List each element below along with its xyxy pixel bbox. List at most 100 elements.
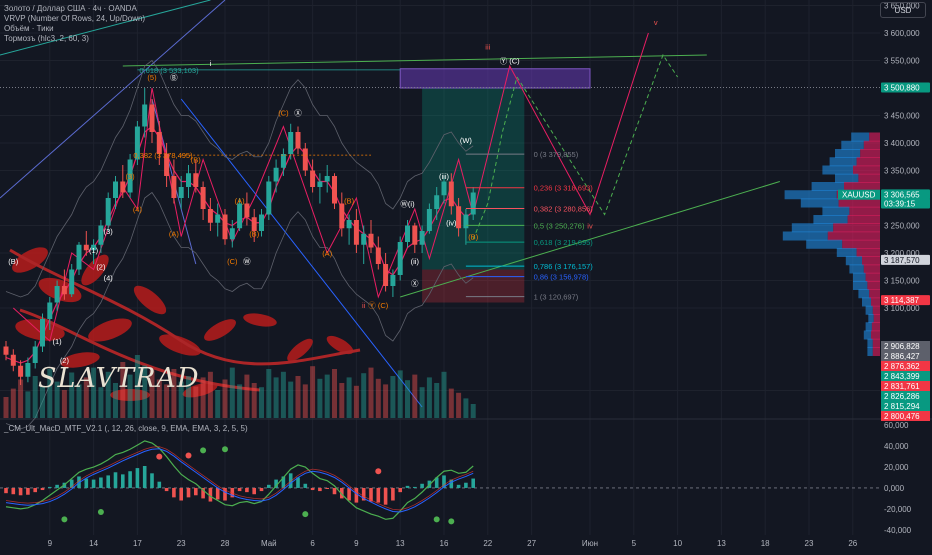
ornament-petal [38,277,82,303]
price-tick-label: 3 400,000 [884,139,920,148]
profile-down [842,239,880,249]
fib-label: 0,382 (3 378,495) [133,151,193,160]
wave-label: (B) [8,257,19,266]
profile-up [862,297,871,307]
macd-histogram-bar [318,487,322,492]
volume-bar [266,369,272,418]
candle-body [448,181,454,207]
macd-histogram-bar [135,468,140,488]
macd-histogram-bar [99,477,103,488]
volume-bar [419,387,425,418]
candle-body [383,264,389,286]
volume-bar [332,369,337,418]
ornament-petal [60,352,100,368]
profile-up [829,157,857,167]
wave-label: (ii) [411,257,420,266]
candle-body [295,132,301,149]
volume-bar [339,383,345,418]
macd-histogram-bar [288,473,293,488]
wave-label: (iv) [446,219,457,228]
band-lower [5,191,474,430]
currency-button[interactable]: USD [880,2,926,18]
macd-histogram-bar [369,487,373,502]
wave-label: (iii) [439,172,449,181]
macd-signal-line [5,448,474,513]
macd-histogram-bar [150,473,154,488]
ornament [9,247,361,401]
macd-legend: _CM_Ult_MacD_MTF_V2.1 (, 12, 26, close, … [4,424,248,433]
macd-cross-dot [433,516,440,523]
ornament-stem [9,248,361,366]
wave-label: Ⓑ [170,73,178,82]
wave-label: (2) [60,356,70,365]
time-tick-label: 18 [761,539,770,548]
price-label-bg [881,254,930,265]
candle-body [149,104,155,132]
lower-price-label: 2 906,828 [884,342,920,351]
profile-down [849,206,880,216]
projection-path [516,53,679,216]
macd-histogram-bar [259,487,264,492]
volume-bar [171,369,177,418]
price-label-bg [881,189,930,200]
macd-cross-dot [200,447,207,454]
candle-body [32,346,38,363]
macd-histogram-bar [413,486,417,488]
volume-bar [353,385,359,418]
volume-bar [302,384,308,418]
lower-label-bg [881,411,930,421]
profile-up [865,322,872,332]
candle-body [470,192,476,215]
fib-label: 0,236 (3 318,693) [534,184,594,193]
macd-histogram-bar [106,475,110,488]
profile-down [856,157,880,167]
macd-histogram-bar [449,479,454,488]
macd-histogram-bar [194,487,198,496]
candle-body [317,181,323,187]
candle-body [25,363,31,377]
wave-label: (B) [344,197,355,206]
macd-histogram-bar [245,487,249,493]
volume-bar [47,369,53,418]
lower-price-label: 2 815,294 [884,402,920,411]
time-tick-label: 13 [396,539,405,548]
candle-body [339,203,345,229]
wave-label: (1) [53,337,63,346]
time-tick-label: 26 [848,539,857,548]
macd-signal-line-alt [5,446,474,511]
volume-bar [113,383,118,418]
price-label: 3 306,565 [884,190,920,199]
profile-down [873,314,880,323]
ornament-petal [88,318,132,342]
volume-bar [76,384,82,418]
wave-label: (W) [460,136,473,145]
profile-down [872,338,880,348]
candle-body [463,214,469,229]
volume-bar [127,374,133,418]
fib-label: 0,786 (3 176,157) [534,262,594,271]
candle-body [105,198,111,226]
profile-down [865,272,880,282]
candle-body [259,214,264,231]
volume-bar [259,387,264,418]
volume-bar [25,391,31,418]
macd-histogram-bar [405,485,410,488]
macd-tick-label: 40,000 [884,442,909,451]
volume-bar [120,362,126,418]
macd-histogram-bar [215,487,220,500]
volume-bar [229,367,235,418]
volume-bar [346,377,352,418]
macd-cross-dot [156,453,163,460]
candle-body [178,187,184,198]
profile-down [862,256,880,266]
ornament-petal [133,285,167,315]
profile-down [833,223,880,233]
macd-histogram-bar [267,484,271,488]
candle-body [310,170,316,187]
brake-indicator-legend: Тормозъ (hlc3, 2, 60, 3) [4,34,89,43]
volume-bar [324,374,330,418]
macd-histogram-bar [164,487,169,492]
